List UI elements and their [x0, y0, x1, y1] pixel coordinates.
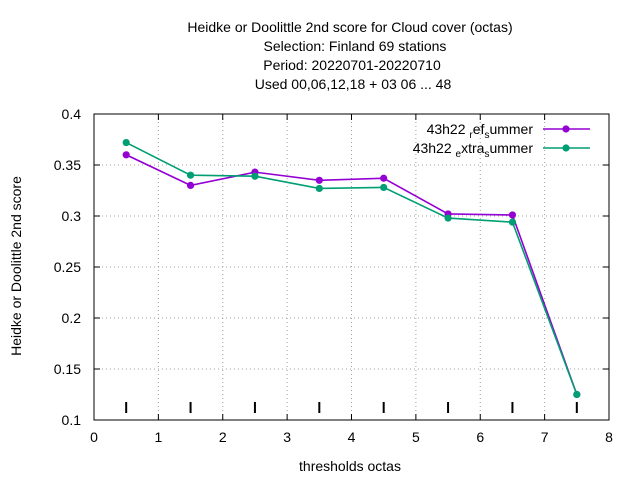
y-tick-label: 0.3	[62, 208, 82, 224]
legend-label-part: 43h22	[427, 121, 470, 137]
legend-label-part: ummer	[489, 140, 533, 156]
series-line	[125, 141, 578, 395]
y-tick-label: 0.1	[62, 412, 82, 428]
y-tick-label: 0.25	[54, 259, 81, 275]
data-point	[186, 181, 195, 189]
title-line-3: Period: 20220701-20220710	[263, 57, 441, 73]
x-tick-label: 8	[605, 429, 613, 445]
data-point	[380, 174, 388, 182]
data-point	[122, 151, 130, 159]
y-axis-label: Heidke or Doolittle 2nd score	[8, 176, 24, 356]
y-tick-label: 0.15	[54, 361, 81, 377]
data-point	[251, 172, 259, 180]
x-tick-label: 1	[154, 429, 162, 445]
title-line-1: Heidke or Doolittle 2nd score for Cloud …	[187, 19, 512, 35]
data-point	[186, 171, 195, 179]
legend-label: 43h22 refsummer	[427, 121, 534, 141]
legend-item-2: 43h22 extrasummer	[413, 140, 590, 160]
legend-marker	[562, 125, 570, 133]
x-tick-label: 3	[283, 429, 291, 445]
legend-label-part: ummer	[489, 121, 533, 137]
legend-label-part: s	[484, 130, 489, 141]
chart-title: Heidke or Doolittle 2nd score for Cloud …	[187, 19, 512, 92]
legend-label-part: xtra	[461, 140, 485, 156]
x-tick-label: 6	[476, 429, 484, 445]
legend-item-1: 43h22 refsummer	[427, 121, 590, 141]
tick-labels: 0 1 2 3 4 5 6 7 8 0.1 0.15 0.2 0.25 0.3 0.35 0.4	[54, 106, 613, 445]
legend-label-part: r	[469, 130, 473, 141]
legend-label-part: e	[456, 149, 462, 160]
x-tick-label: 7	[541, 429, 549, 445]
legend-label-part: s	[484, 149, 489, 160]
data-point	[508, 218, 517, 226]
y-tick-label: 0.4	[62, 106, 82, 122]
legend-label-part: 43h22	[413, 140, 456, 156]
x-tick-label: 4	[348, 429, 356, 445]
x-axis-label: thresholds octas	[299, 458, 401, 474]
legend-label: 43h22 extrasummer	[413, 140, 534, 160]
data-point	[122, 138, 130, 147]
series-line	[125, 154, 578, 395]
title-line-2: Selection: Finland 69 stations	[264, 38, 447, 54]
legend-marker	[562, 144, 570, 152]
axes	[93, 113, 610, 421]
y-tick-label: 0.2	[62, 310, 82, 326]
data-point	[380, 183, 388, 192]
y-tick-label: 0.35	[54, 157, 81, 173]
title-line-4: Used 00,06,12,18 + 03 06 ... 48	[255, 76, 452, 92]
grid	[94, 114, 609, 420]
data-point	[315, 176, 323, 184]
x-tick-label: 5	[412, 429, 420, 445]
data-point	[508, 211, 517, 219]
data-point	[315, 184, 323, 193]
x-tick-label: 2	[219, 429, 227, 445]
series-group	[122, 138, 581, 399]
data-point	[444, 214, 452, 222]
legend-label-part: ef	[473, 121, 485, 137]
series-2	[122, 138, 581, 399]
x-tick-label: 0	[90, 429, 98, 445]
threshold-markers	[125, 402, 578, 413]
data-point	[573, 390, 581, 399]
